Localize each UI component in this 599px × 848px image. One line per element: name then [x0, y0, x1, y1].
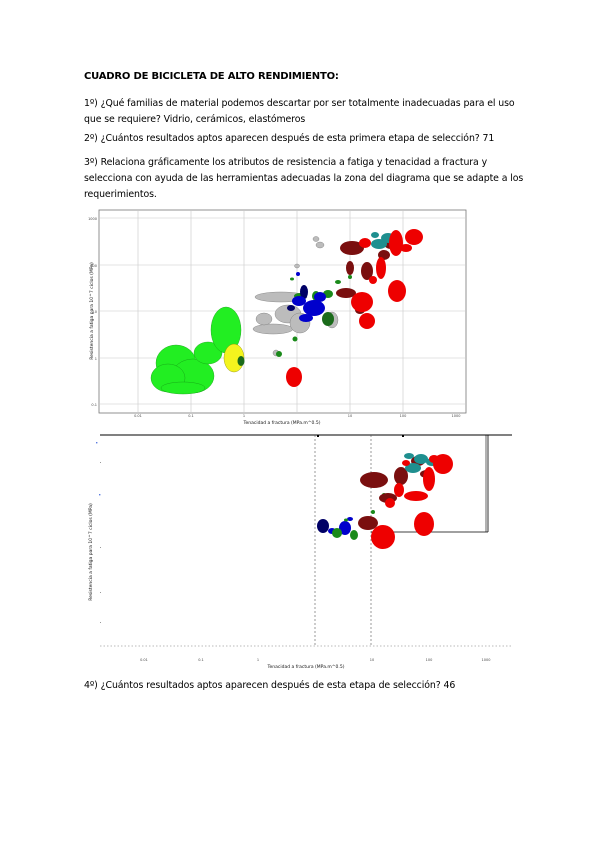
y-tick-label: 1000 [88, 217, 97, 221]
material-bubble [346, 261, 354, 275]
x-tick-label: 100 [426, 658, 433, 662]
x-tick-label: 1 [243, 414, 245, 418]
material-bubble [347, 517, 353, 521]
material-bubble [344, 518, 348, 522]
material-bubble [404, 491, 428, 501]
material-bubble [394, 467, 408, 485]
material-bubble [315, 241, 325, 249]
y-tick-label: 10 [93, 310, 97, 314]
material-bubble [160, 381, 206, 395]
material-bubble [405, 229, 423, 245]
material-bubble [286, 367, 302, 387]
material-bubble [371, 510, 375, 514]
material-bubble [317, 519, 329, 533]
chart1-bubbles [150, 229, 423, 395]
material-bubble [394, 483, 404, 497]
question-1: 1º) ¿Qué familias de material podemos de… [84, 98, 515, 125]
material-bubble [360, 472, 388, 488]
y-tick-label: 1 [95, 357, 97, 361]
material-bubble [292, 296, 306, 306]
material-bubble [296, 272, 300, 276]
chart1-y-axis-label: Resistencia a fatiga para 10^7 ciclos (M… [89, 262, 95, 360]
material-bubble [402, 460, 410, 466]
material-bubble [429, 455, 439, 463]
chart2-bubbles [317, 453, 453, 549]
question-3: 3º) Relaciona gráficamente los atributos… [84, 157, 524, 200]
material-bubble [400, 244, 412, 252]
chart2-y-axis-label: Resistencia a fatiga para 10^7 ciclos (M… [88, 503, 94, 601]
material-bubble [335, 280, 341, 284]
page-heading: CUADRO DE BICICLETA DE ALTO RENDIMIENTO: [84, 71, 339, 82]
material-bubble [351, 292, 373, 312]
material-bubble [255, 312, 273, 326]
chart1-x-ticks: 0.01 0.1 1 10 100 1000 [134, 414, 460, 418]
material-bubble [404, 453, 414, 459]
material-bubble [314, 292, 326, 302]
x-tick-label: 10 [348, 414, 352, 418]
material-bubble [290, 277, 294, 281]
material-bubble [292, 336, 298, 342]
material-bubble [252, 323, 294, 335]
material-bubble [371, 525, 395, 549]
chart1-x-axis-label: Tenacidad a fractura (MPa.m^0.5) [243, 420, 321, 426]
material-bubble [369, 276, 377, 284]
material-bubble [414, 512, 434, 536]
material-bubble [276, 351, 282, 357]
material-bubble [339, 521, 351, 535]
x-tick-label: 10 [370, 658, 374, 662]
chart2-edge-ticks [96, 435, 404, 623]
material-bubble [294, 263, 300, 269]
material-bubble [303, 300, 325, 316]
x-tick-label: 0.01 [140, 658, 148, 662]
material-bubble [388, 280, 406, 302]
question-2: 2º) ¿Cuántos resultados aptos aparecen d… [84, 133, 495, 144]
material-bubble [237, 356, 245, 366]
material-bubble [312, 236, 320, 242]
material-bubble [358, 516, 378, 530]
material-bubble [359, 313, 375, 329]
ashby-chart-selection: 0.01 0.1 1 10 100 1000 Tenacidad a fract… [88, 434, 512, 670]
ashby-chart-full: 0.01 0.1 1 10 100 1000 1000 100 10 1 0.1… [88, 209, 467, 426]
x-tick-label: 1000 [452, 414, 461, 418]
material-bubble [414, 454, 428, 464]
x-tick-label: 1000 [482, 658, 491, 662]
x-tick-label: 0.1 [198, 658, 204, 662]
y-tick-label: 100 [90, 264, 97, 268]
material-bubble [361, 262, 373, 280]
material-bubble [193, 341, 223, 365]
material-bubble [376, 257, 386, 279]
material-bubble [359, 238, 371, 248]
x-tick-label: 0.01 [134, 414, 142, 418]
material-bubble [371, 239, 387, 249]
material-bubble [385, 498, 395, 508]
material-bubble [287, 305, 295, 311]
material-bubble [350, 530, 358, 540]
question-4: 4º) ¿Cuántos resultados aptos aparecen d… [84, 680, 456, 691]
x-tick-label: 1 [257, 658, 259, 662]
chart2-x-ticks: 0.01 0.1 1 10 100 1000 [140, 658, 490, 662]
material-bubble [423, 467, 435, 491]
x-tick-label: 100 [400, 414, 407, 418]
material-bubble [300, 285, 308, 299]
material-bubble [389, 230, 403, 256]
material-bubble [322, 312, 334, 326]
material-bubble [299, 314, 313, 322]
y-tick-label: 0.1 [91, 403, 97, 407]
material-bubble [336, 288, 356, 298]
material-bubble [348, 275, 352, 279]
x-tick-label: 0.1 [188, 414, 194, 418]
material-bubble [405, 463, 421, 473]
material-bubble [332, 528, 342, 538]
chart2-x-axis-label: Tenacidad a fractura (MPa.m^0.5) [267, 664, 345, 670]
material-bubble [340, 241, 364, 255]
material-bubble [371, 232, 379, 238]
chart1-y-ticks: 1000 100 10 1 0.1 [88, 217, 97, 407]
